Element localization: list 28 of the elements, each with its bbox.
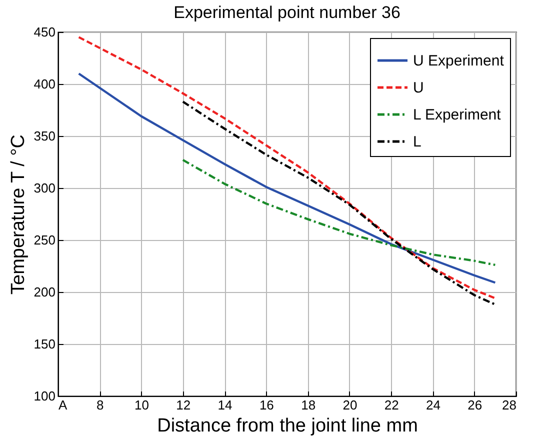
x-axis-title: Distance from the joint line mm [157,416,418,436]
x-tick-label: 8 [96,398,104,412]
x-tick-label: 22 [384,398,399,412]
y-tick-label: 250 [34,232,56,248]
chart-title: Experimental point number 36 [174,3,400,22]
y-axis-title: Temperature T / °C [8,134,29,295]
x-tick-label: 12 [176,398,191,412]
y-tick-label: 300 [34,180,56,196]
x-tick-label: 24 [426,398,440,412]
legend-label: L [413,134,422,150]
legend-label: L Experiment [413,106,502,124]
x-tick-label: 10 [134,398,150,412]
y-tick-label: 450 [34,24,56,40]
x-tick-label: 28 [502,398,516,412]
x-tick-label: 26 [468,398,482,412]
line-series [182,158,496,266]
x-tick-label: 20 [342,398,358,412]
y-tick-label: 350 [34,128,56,144]
x-tick-label: 18 [301,398,316,412]
legend-label: U Experiment [413,52,505,70]
x-tick-label: A [58,398,68,412]
legend-label: U [413,80,424,96]
x-tick-label: 16 [259,398,274,412]
x-tick-label: 14 [218,398,232,412]
y-tick-label: 200 [34,284,56,300]
y-tick-label: 400 [34,76,56,92]
y-tick-label: 150 [34,336,56,352]
y-tick-label: 100 [34,388,56,404]
